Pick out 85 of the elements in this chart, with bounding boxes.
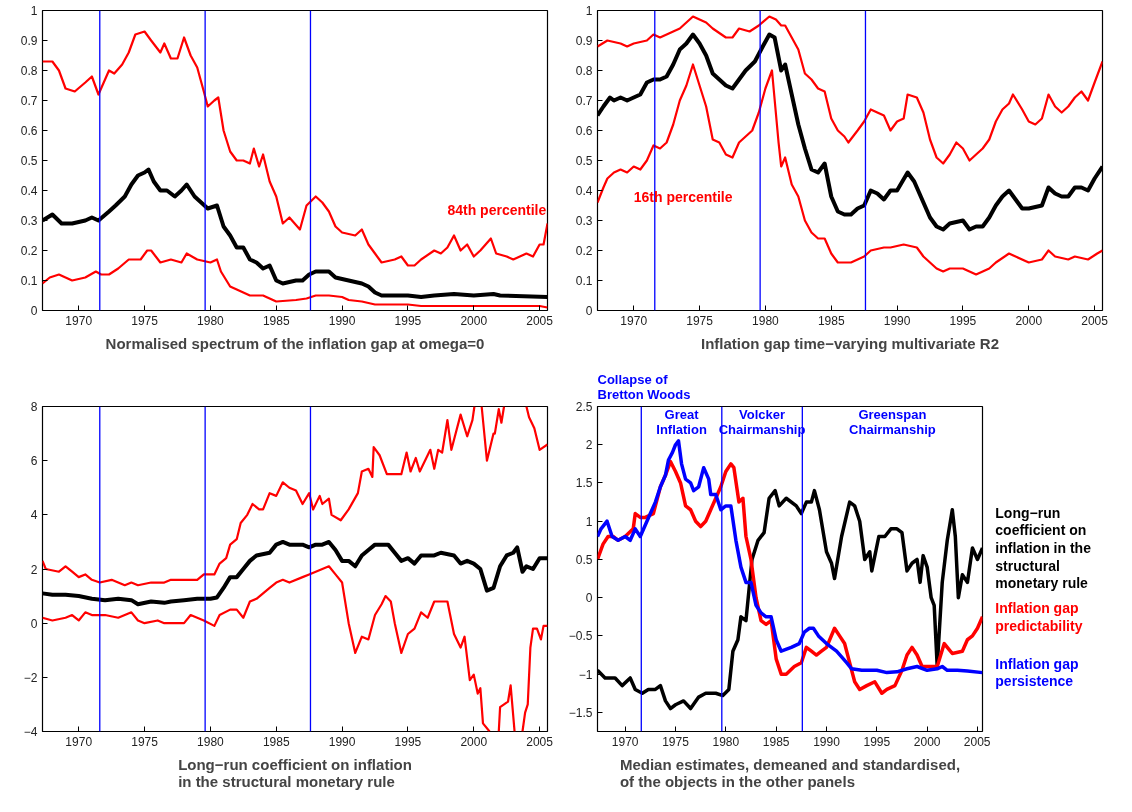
- y-tick-label: 0.2: [575, 244, 593, 258]
- x-tick-label: 2000: [460, 734, 488, 749]
- series-label: Long−run coefficient on inflation in the structural monetary rule: [995, 504, 1092, 592]
- x-tick-label: 1995: [863, 734, 891, 749]
- text: Long−run coefficient on inflation in the structural monetary rule: [178, 755, 412, 790]
- y-tick-label: 0.1: [20, 274, 38, 288]
- x-tick-label: 2005: [526, 734, 554, 749]
- x-tick-label: 2005: [1081, 313, 1109, 328]
- y-tick-label: 0.6: [20, 124, 38, 138]
- y-tick-label: 0: [585, 304, 593, 318]
- y-tick-label: 2: [30, 562, 38, 577]
- x-tick-label: 2000: [1015, 313, 1043, 328]
- y-tick-label: 0.5: [575, 552, 593, 567]
- y-tick-label: 0.5: [20, 154, 38, 168]
- series-label: 84th percentile: [447, 201, 547, 218]
- y-tick-label: 1.5: [575, 476, 593, 491]
- y-tick-label: 4: [30, 508, 38, 523]
- x-tick-label: 1990: [813, 734, 841, 749]
- x-tick-label: 1995: [949, 313, 977, 328]
- line-series: [597, 15, 1103, 165]
- y-tick-label: −1: [578, 667, 593, 682]
- y-tick-label: −0.5: [568, 629, 593, 644]
- text: Inflation gap time−varying multivariate R2: [701, 334, 999, 352]
- x-tick-label: 1980: [752, 313, 780, 328]
- x-tick-label: 1990: [328, 734, 356, 749]
- x-tick-label: 1990: [883, 313, 911, 328]
- x-tick-label: 1985: [817, 313, 845, 328]
- y-tick-label: 6: [30, 454, 38, 469]
- y-tick-label: 0.9: [20, 34, 38, 48]
- y-tick-label: 0.7: [20, 94, 38, 108]
- text: Normalised spectrum of the inflation gap at omega=0: [105, 334, 485, 352]
- y-tick-label: 1: [30, 4, 38, 18]
- x-tick-label: 1995: [394, 313, 422, 328]
- x-tick-label: 1970: [65, 313, 93, 328]
- annotation: Greenspan Chairmanship: [849, 406, 936, 438]
- y-tick-label: −2: [23, 670, 38, 685]
- y-tick-label: 1: [585, 4, 593, 18]
- y-tick-label: 0: [585, 591, 593, 606]
- x-tick-label: 2005: [963, 734, 991, 749]
- y-tick-label: 0.2: [20, 244, 38, 258]
- y-tick-label: 0.1: [575, 274, 593, 288]
- annotation: Great Inflation: [656, 406, 707, 438]
- x-tick-label: 2005: [526, 313, 554, 328]
- y-tick-label: 0.5: [575, 154, 593, 168]
- x-tick-label: 2000: [913, 734, 941, 749]
- x-tick-label: 1995: [394, 734, 422, 749]
- x-tick-label: 1980: [197, 313, 225, 328]
- x-tick-label: 1985: [762, 734, 790, 749]
- x-tick-label: 1985: [262, 734, 290, 749]
- x-tick-label: 1990: [328, 313, 356, 328]
- x-tick-label: 1985: [262, 313, 290, 328]
- y-tick-label: 0.4: [20, 184, 38, 198]
- x-tick-label: 2000: [460, 313, 488, 328]
- x-tick-label: 1975: [131, 313, 159, 328]
- line-series: [42, 249, 548, 309]
- line-series: [42, 30, 548, 267]
- y-tick-label: 1: [585, 514, 593, 529]
- y-tick-label: −4: [23, 725, 38, 739]
- y-tick-label: 0: [30, 616, 38, 631]
- y-tick-label: 2: [585, 438, 593, 453]
- y-tick-label: 0.8: [20, 64, 38, 78]
- y-tick-label: 0: [30, 304, 38, 318]
- x-tick-label: 1975: [131, 734, 159, 749]
- y-tick-label: 0.3: [20, 214, 38, 228]
- y-tick-label: 0.8: [575, 64, 593, 78]
- x-tick-label: 1980: [712, 734, 740, 749]
- x-tick-label: 1975: [662, 734, 690, 749]
- text: Median estimates, demeaned and standardised, of the objects in the other panels: [619, 755, 961, 790]
- y-tick-label: 8: [30, 400, 38, 414]
- y-tick-label: 0.7: [575, 94, 593, 108]
- ref-line-label: Collapse of Bretton Woods: [597, 371, 691, 402]
- x-tick-label: 1970: [65, 734, 93, 749]
- line-series: [597, 63, 1103, 276]
- series-label: Inflation gap persistence: [995, 655, 1079, 690]
- series-label: Inflation gap predictability: [995, 599, 1083, 634]
- y-tick-label: 0.9: [575, 34, 593, 48]
- x-tick-label: 1970: [611, 734, 639, 749]
- x-tick-label: 1970: [620, 313, 648, 328]
- y-tick-label: 0.3: [575, 214, 593, 228]
- x-tick-label: 1975: [686, 313, 714, 328]
- x-tick-label: 1980: [197, 734, 225, 749]
- y-tick-label: 0.4: [575, 184, 593, 198]
- y-tick-label: −1.5: [568, 705, 593, 720]
- y-tick-label: 0.6: [575, 124, 593, 138]
- y-tick-label: 2.5: [575, 400, 593, 414]
